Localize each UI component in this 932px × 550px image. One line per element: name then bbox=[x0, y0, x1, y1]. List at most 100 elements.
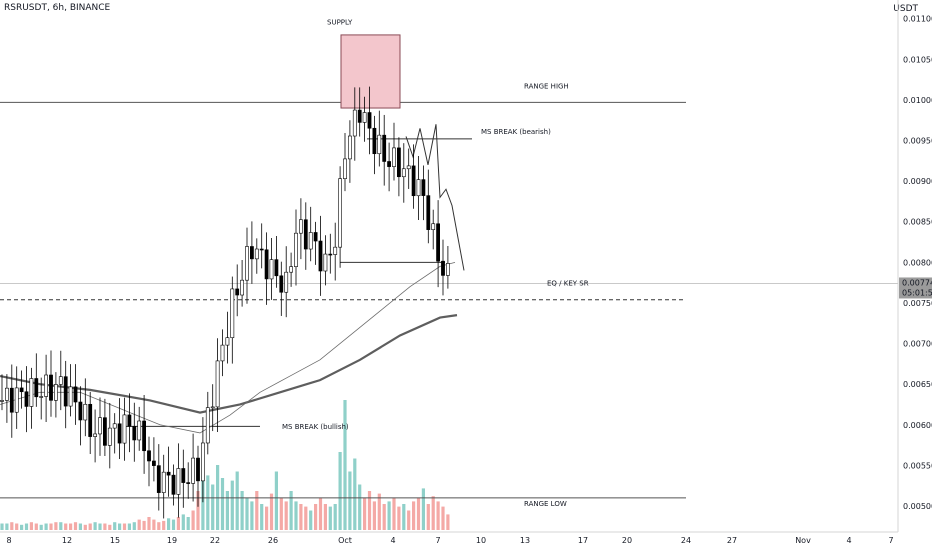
candle bbox=[68, 386, 73, 407]
candle bbox=[176, 468, 181, 495]
candle bbox=[230, 288, 235, 339]
volume-bar bbox=[250, 501, 254, 530]
volume-bar bbox=[127, 523, 131, 530]
candle bbox=[63, 376, 68, 407]
volume-bar bbox=[323, 504, 327, 530]
volume-bar bbox=[49, 523, 53, 530]
candle bbox=[445, 263, 450, 276]
candle bbox=[259, 248, 264, 251]
volume-bar bbox=[431, 496, 435, 530]
candle bbox=[411, 165, 416, 197]
volume-bar bbox=[240, 491, 244, 530]
candle bbox=[333, 246, 338, 255]
volume-bar bbox=[206, 475, 210, 530]
candle bbox=[83, 403, 88, 421]
candle bbox=[313, 232, 318, 242]
candle bbox=[9, 387, 14, 413]
volume-bar bbox=[167, 518, 171, 530]
candle bbox=[245, 246, 249, 281]
volume-bar bbox=[377, 493, 381, 530]
volume-bar bbox=[314, 504, 318, 530]
volume-bar bbox=[196, 491, 200, 530]
volume-bar bbox=[29, 522, 33, 530]
x-tick-label: 26 bbox=[268, 536, 278, 545]
ma-200 bbox=[0, 314, 458, 414]
volume-bar bbox=[171, 519, 176, 530]
currency-unit: USDT bbox=[893, 4, 918, 14]
candle bbox=[122, 414, 127, 444]
volume-bar bbox=[260, 504, 264, 530]
volume-bar bbox=[265, 506, 269, 530]
x-tick-label: 17 bbox=[578, 536, 588, 545]
ma-100 bbox=[0, 261, 456, 434]
candle bbox=[191, 457, 196, 484]
annotation-label: MS BREAK (bearish) bbox=[481, 128, 551, 136]
candle bbox=[103, 417, 107, 446]
volume-bar bbox=[333, 504, 337, 530]
x-tick-label: Oct bbox=[338, 536, 352, 545]
x-tick-label: 27 bbox=[727, 536, 737, 545]
volume-bar bbox=[304, 506, 308, 530]
candle bbox=[152, 460, 156, 466]
candle bbox=[303, 219, 308, 250]
volume-bar bbox=[24, 523, 29, 530]
candle bbox=[289, 266, 294, 273]
volume-bar bbox=[343, 400, 347, 530]
candle bbox=[44, 374, 49, 397]
candle bbox=[39, 396, 44, 398]
candle bbox=[196, 457, 200, 482]
candle bbox=[225, 337, 230, 346]
candle bbox=[269, 259, 274, 280]
volume-bar bbox=[137, 519, 141, 530]
x-tick-label: 13 bbox=[520, 536, 530, 545]
candle bbox=[5, 387, 9, 401]
candle bbox=[377, 134, 382, 155]
candle bbox=[279, 275, 284, 293]
volume-bar bbox=[113, 522, 117, 530]
volume-bar bbox=[284, 501, 288, 530]
volume-bar bbox=[412, 501, 416, 530]
annotation-label: SUPPLY bbox=[327, 19, 353, 27]
volume-bar bbox=[0, 523, 4, 530]
candle bbox=[132, 426, 137, 441]
candle bbox=[318, 240, 323, 272]
candle bbox=[112, 423, 117, 429]
volume-bar bbox=[191, 510, 195, 530]
annotation-label: RANGE HIGH bbox=[524, 82, 569, 90]
volume-bar bbox=[122, 523, 127, 530]
candle bbox=[117, 423, 122, 444]
candle bbox=[142, 420, 147, 452]
candle bbox=[298, 219, 303, 234]
candle bbox=[235, 288, 240, 296]
volume-bar bbox=[397, 506, 401, 530]
volume-bar bbox=[181, 514, 185, 530]
volume-bar bbox=[225, 491, 229, 530]
candle bbox=[0, 400, 4, 402]
candle bbox=[372, 127, 377, 155]
volume-bar bbox=[108, 524, 112, 530]
volume-bar bbox=[54, 522, 58, 530]
volume-bar bbox=[441, 506, 445, 530]
x-tick-label: 22 bbox=[210, 536, 220, 545]
candle bbox=[357, 109, 362, 123]
candle bbox=[401, 168, 406, 178]
x-tick-label: 12 bbox=[62, 536, 72, 545]
candle bbox=[127, 414, 132, 427]
volume-bar bbox=[318, 497, 323, 530]
volume-bar bbox=[230, 480, 234, 530]
candle bbox=[34, 378, 39, 398]
x-tick-label: 4 bbox=[846, 536, 851, 545]
y-tick-label: 0.00500 bbox=[903, 502, 932, 511]
candle bbox=[58, 376, 63, 385]
x-tick-label: 8 bbox=[6, 536, 11, 545]
volume-bar bbox=[363, 497, 367, 530]
